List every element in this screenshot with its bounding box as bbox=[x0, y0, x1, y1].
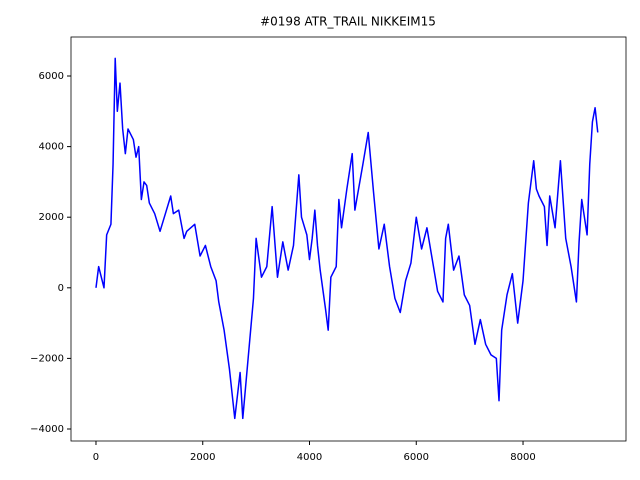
y-tick-label: 0 bbox=[58, 283, 64, 294]
y-tick-label: 6000 bbox=[39, 71, 64, 82]
x-tick-label: 4000 bbox=[297, 452, 322, 463]
y-tick-label: 4000 bbox=[39, 142, 64, 153]
y-tick-label: 2000 bbox=[39, 212, 64, 223]
x-tick-label: 0 bbox=[93, 452, 99, 463]
line-series bbox=[95, 57, 599, 420]
x-tick-label: 6000 bbox=[404, 452, 429, 463]
chart-title: #0198 ATR_TRAIL NIKKEIM15 bbox=[260, 15, 436, 29]
plot-frame bbox=[70, 36, 627, 442]
x-tick-label: 2000 bbox=[190, 452, 215, 463]
x-tick-label: 8000 bbox=[510, 452, 535, 463]
y-tick-label: −4000 bbox=[30, 424, 64, 435]
y-tick-label: −2000 bbox=[30, 353, 64, 364]
